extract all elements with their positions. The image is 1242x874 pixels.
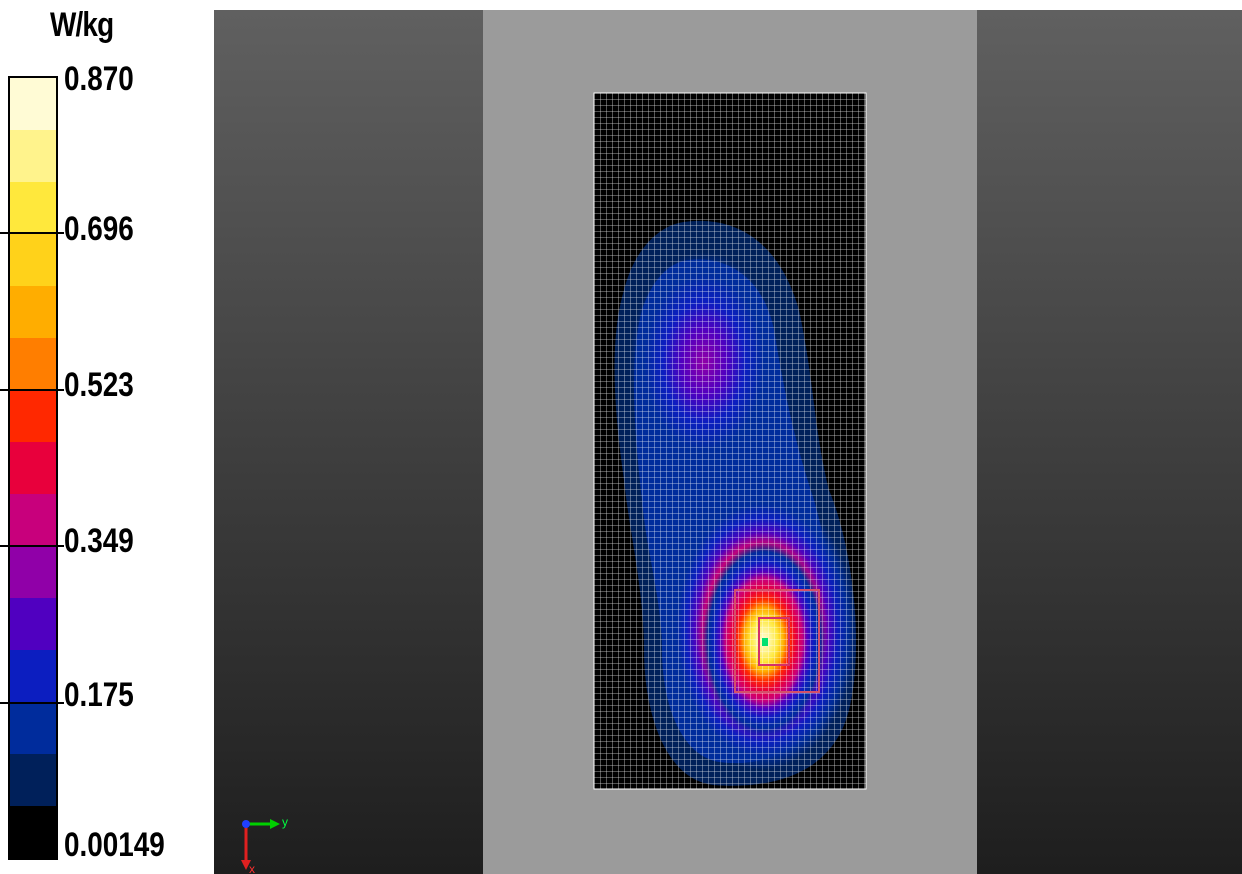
colorbar-tick (0, 545, 64, 548)
colorbar-tick-label: 0.175 (64, 676, 134, 714)
unit-label: W/kg (50, 6, 114, 44)
triad-y-label: y (282, 815, 288, 829)
colorbar-band (10, 78, 56, 131)
colorbar (8, 76, 58, 860)
colorbar-tick (0, 232, 64, 235)
colorbar-band (10, 494, 56, 547)
colorbar-tick-label: 0.00149 (64, 826, 165, 864)
colorbar-band (10, 286, 56, 339)
zoom-scan-inner-box (758, 617, 790, 666)
colorbar-band (10, 338, 56, 391)
colorbar-tick-label: 0.696 (64, 210, 134, 248)
colorbar-band (10, 130, 56, 183)
colorbar-band (10, 442, 56, 495)
colorbar-band (10, 546, 56, 599)
measurement-area-border (593, 92, 867, 790)
measurement-grid (594, 93, 866, 789)
colorbar-band (10, 234, 56, 287)
colorbar-tick (0, 388, 64, 391)
colorbar-tick-label: 0.523 (64, 366, 134, 404)
sar-distribution-map (593, 92, 867, 790)
colorbar-tick-label: 0.870 (64, 60, 134, 98)
colorbar-legend: W/kg 0.870 0.696 0.523 0.349 0.175 0.00149 (0, 0, 212, 874)
colorbar-band (10, 806, 56, 859)
colorbar-tick (0, 701, 64, 704)
colorbar-band (10, 598, 56, 651)
colorbar-band (10, 182, 56, 235)
peak-marker (762, 638, 768, 646)
axes-triad: y x (241, 815, 288, 874)
sar-viewport[interactable]: y x (214, 10, 1242, 874)
colorbar-band (10, 650, 56, 703)
colorbar-band (10, 754, 56, 807)
zoom-scan-outer-box (734, 589, 820, 693)
triad-x-label: x (249, 862, 255, 874)
colorbar-band (10, 702, 56, 755)
colorbar-tick-label: 0.349 (64, 522, 134, 560)
colorbar-band (10, 390, 56, 443)
